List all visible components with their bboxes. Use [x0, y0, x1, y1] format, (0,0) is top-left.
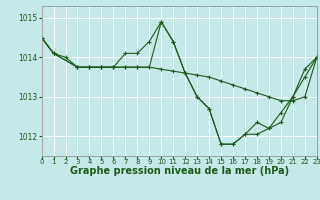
X-axis label: Graphe pression niveau de la mer (hPa): Graphe pression niveau de la mer (hPa)	[70, 166, 289, 176]
